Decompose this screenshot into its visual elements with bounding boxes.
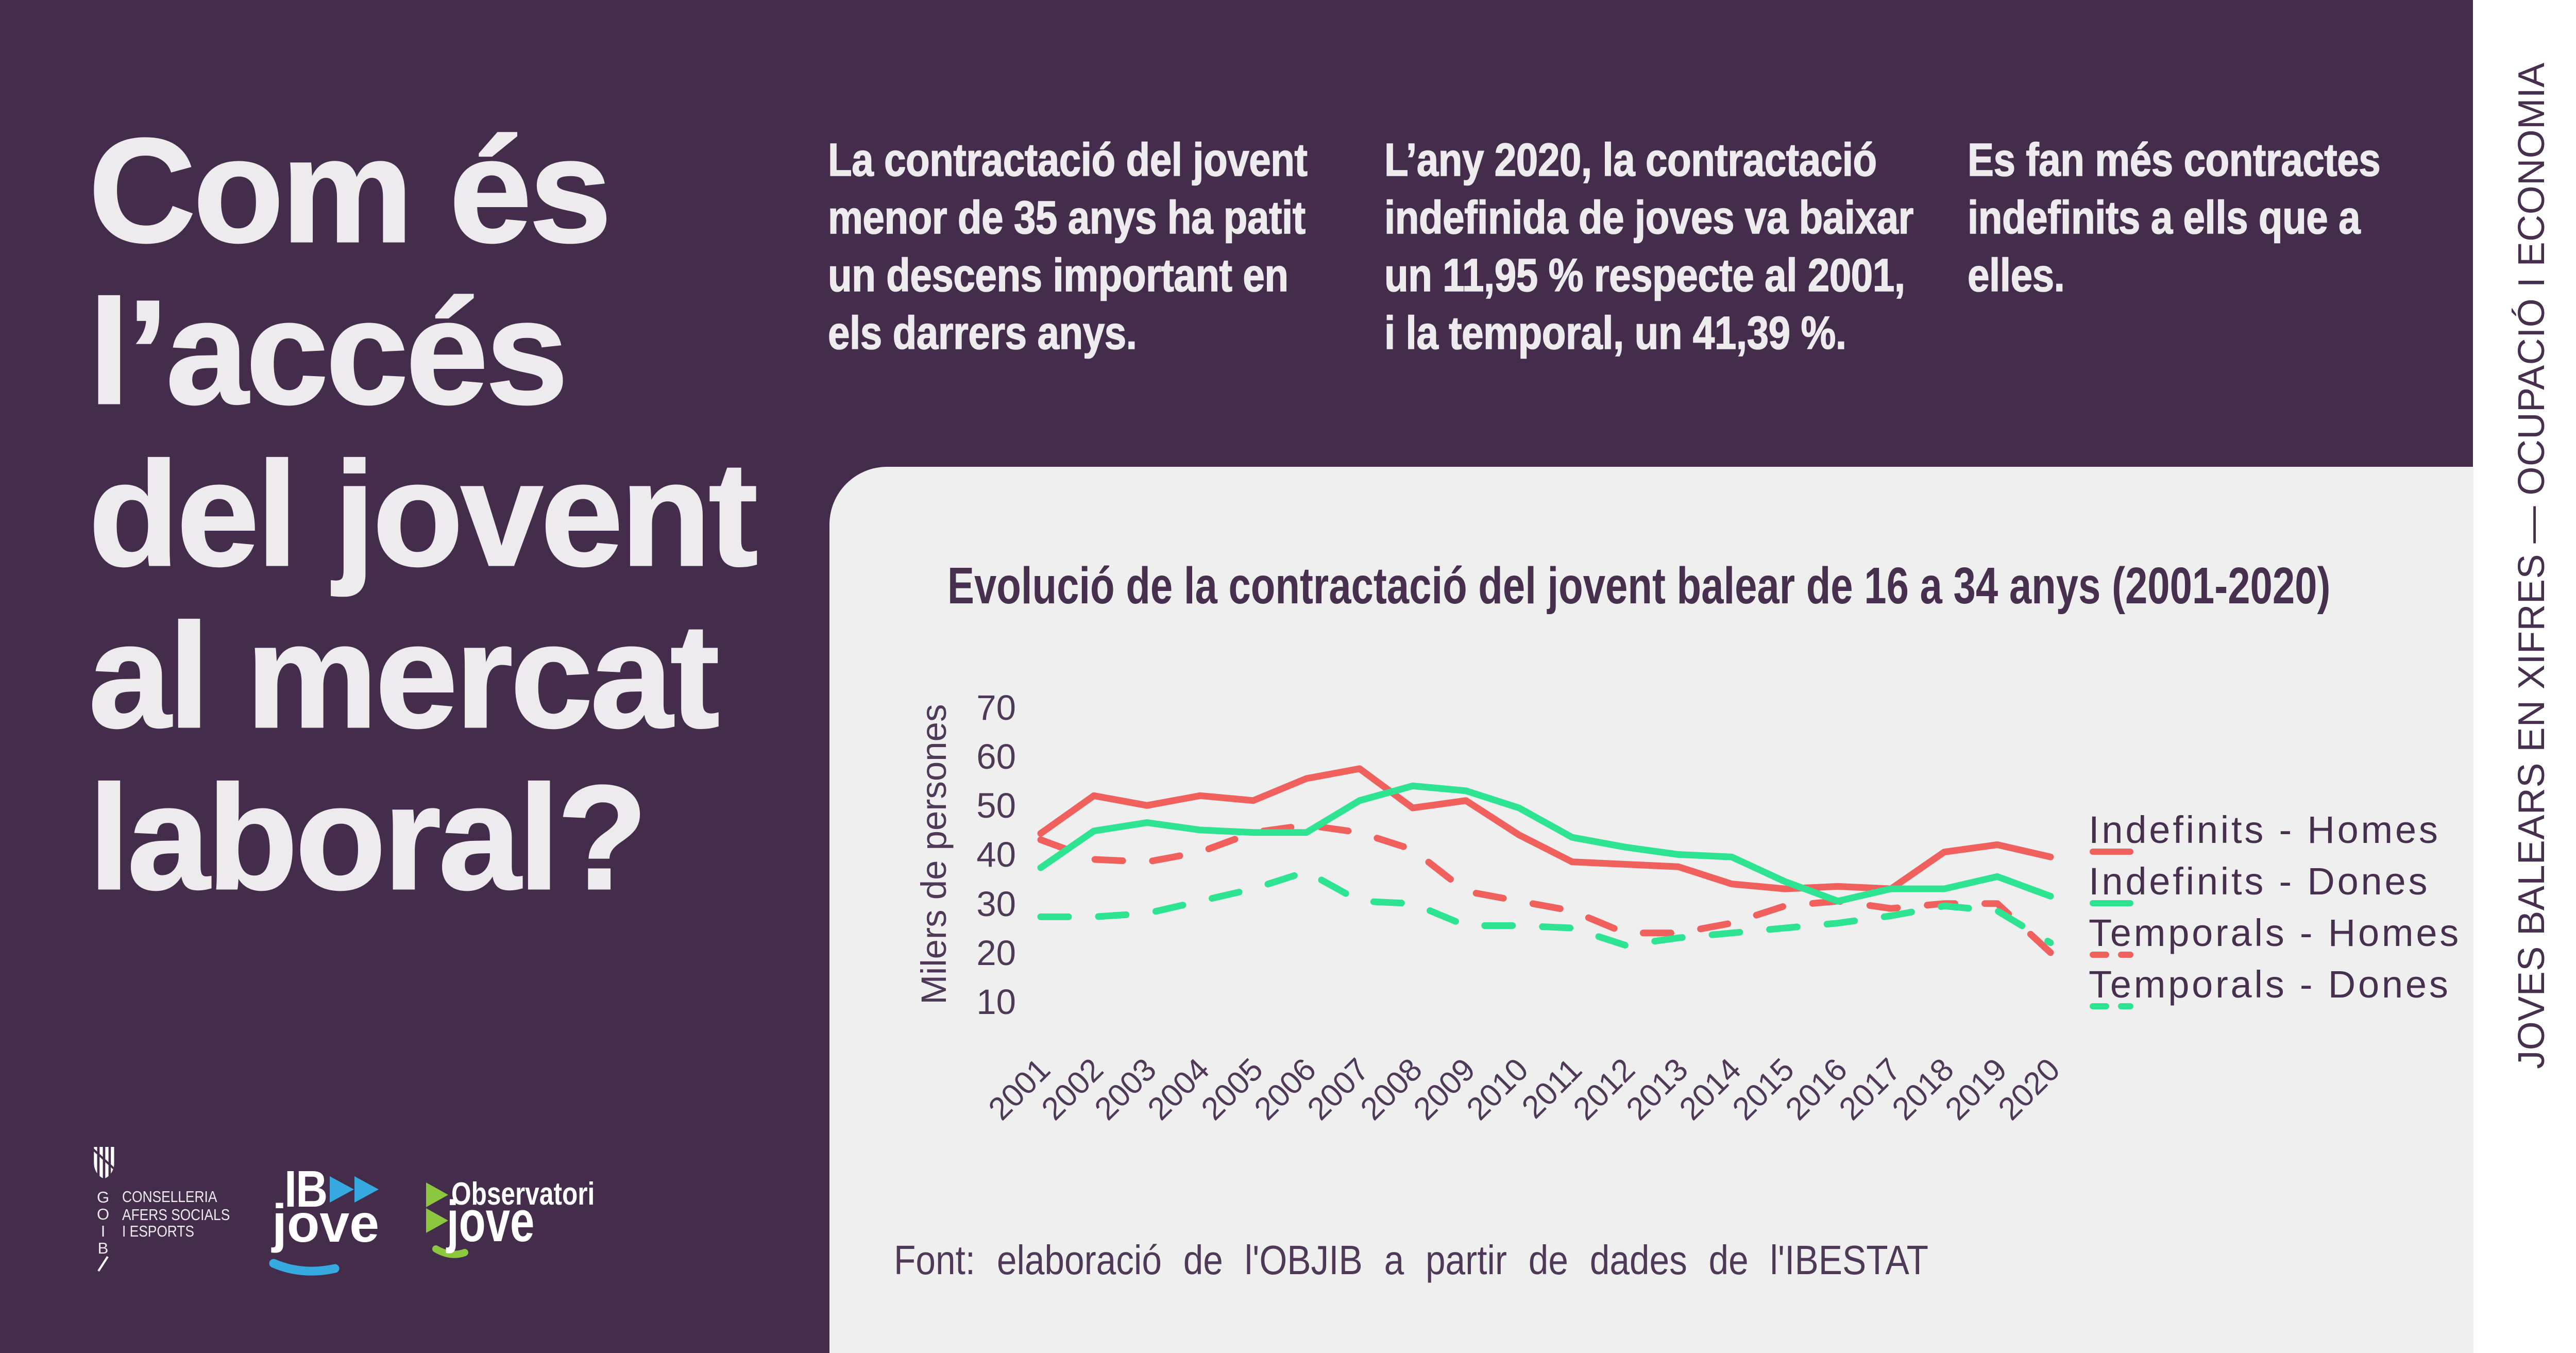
svg-text:I ESPORTS: I ESPORTS	[122, 1223, 194, 1240]
svg-text:2009: 2009	[1407, 1052, 1482, 1127]
svg-text:Observatori: Observatori	[451, 1176, 595, 1212]
svg-text:jove: jove	[271, 1194, 379, 1254]
svg-text:Indefinits - Dones: Indefinits - Dones	[2089, 860, 2430, 903]
svg-text:60: 60	[976, 737, 1016, 776]
svg-text:B: B	[98, 1239, 109, 1257]
svg-text:2012: 2012	[1567, 1052, 1642, 1127]
svg-text:2005: 2005	[1195, 1052, 1270, 1127]
svg-text:2006: 2006	[1248, 1052, 1323, 1127]
svg-text:2016: 2016	[1779, 1052, 1854, 1127]
svg-text:G: G	[97, 1188, 109, 1206]
svg-text:2014: 2014	[1673, 1052, 1748, 1127]
svg-text:30: 30	[976, 884, 1016, 924]
svg-text:2004: 2004	[1141, 1052, 1216, 1127]
svg-text:2018: 2018	[1886, 1052, 1961, 1127]
svg-text:50: 50	[976, 786, 1016, 825]
svg-text:Milers de persones: Milers de persones	[914, 704, 954, 1005]
svg-text:2010: 2010	[1460, 1052, 1535, 1127]
svg-text:Indefinits - Homes: Indefinits - Homes	[2089, 808, 2441, 851]
svg-text:CONSELLERIA: CONSELLERIA	[122, 1188, 217, 1206]
svg-text:10: 10	[976, 982, 1016, 1022]
svg-text:I: I	[101, 1222, 106, 1240]
svg-text:2020: 2020	[1992, 1052, 2067, 1127]
svg-text:Temporals - Dones: Temporals - Dones	[2089, 963, 2451, 1006]
svg-text:IB: IB	[284, 1160, 327, 1218]
svg-text:2001: 2001	[982, 1052, 1057, 1127]
svg-text:2017: 2017	[1833, 1052, 1908, 1127]
svg-text:20: 20	[976, 933, 1016, 973]
svg-text:2007: 2007	[1301, 1052, 1376, 1127]
svg-text:70: 70	[976, 688, 1016, 728]
svg-text:2015: 2015	[1726, 1052, 1801, 1127]
svg-text:2008: 2008	[1354, 1052, 1429, 1127]
svg-text:2003: 2003	[1088, 1052, 1163, 1127]
svg-text:AFERS SOCIALS: AFERS SOCIALS	[122, 1206, 230, 1224]
svg-text:2019: 2019	[1939, 1052, 2014, 1127]
svg-text:O: O	[97, 1205, 109, 1223]
svg-text:2002: 2002	[1035, 1052, 1110, 1127]
svg-text:Temporals - Homes: Temporals - Homes	[2089, 911, 2461, 954]
svg-text:2011: 2011	[1515, 1052, 1589, 1125]
svg-text:jove: jove	[446, 1190, 534, 1254]
svg-text:40: 40	[976, 835, 1016, 874]
svg-text:2013: 2013	[1620, 1052, 1695, 1127]
